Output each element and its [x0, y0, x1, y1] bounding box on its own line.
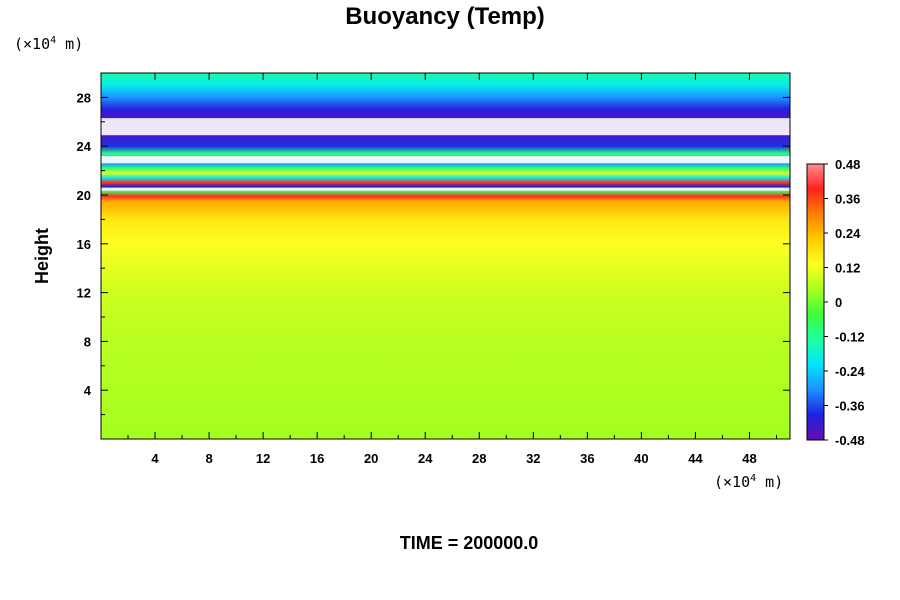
- x-tick-label: 16: [310, 451, 324, 466]
- colorbar: [806, 163, 825, 441]
- white-band-1: [101, 155, 790, 164]
- colorbar-tick-label: -0.24: [835, 364, 865, 379]
- y-tick-label: 24: [77, 139, 92, 154]
- white-band-0: [101, 118, 790, 136]
- white-band-2: [101, 187, 790, 191]
- colorbar-tick-label: 0.48: [835, 157, 860, 172]
- x-tick-label: 20: [364, 451, 378, 466]
- colorbar-tick-label: -0.48: [835, 433, 865, 448]
- x-tick-label: 32: [526, 451, 540, 466]
- colorbar-tick-label: -0.12: [835, 330, 865, 345]
- x-tick-label: 24: [418, 451, 433, 466]
- colorbar-tick-label: 0.12: [835, 261, 860, 276]
- x-tick-label: 48: [742, 451, 756, 466]
- x-tick-label: 44: [688, 451, 703, 466]
- y-tick-label: 8: [84, 334, 91, 349]
- colorbar-tick-label: -0.36: [835, 399, 865, 414]
- x-tick-label: 12: [256, 451, 270, 466]
- chart-title: Buoyancy (Temp): [345, 3, 545, 30]
- x-axis-unit: (×104 m): [714, 473, 783, 491]
- y-tick-label: 4: [84, 383, 92, 398]
- x-tick-label: 40: [634, 451, 648, 466]
- colorbar-tick-label: 0.36: [835, 192, 860, 207]
- colorbar-ticks: 0.48 0.36 0.24 0.12 0 -0.12 -0.24 -0.36 -0.48: [824, 157, 865, 448]
- x-tick-label: 36: [580, 451, 594, 466]
- x-axis-ticks: 4 8 12 16 20 24 28 32 36 40 44 48: [127, 73, 777, 466]
- time-label: TIME = 200000.0: [400, 533, 539, 553]
- x-tick-label: 4: [151, 451, 159, 466]
- y-tick-label: 16: [77, 237, 91, 252]
- x-tick-label: 8: [205, 451, 212, 466]
- y-tick-label: 20: [77, 188, 91, 203]
- y-tick-label: 12: [77, 286, 91, 301]
- plot-frame: [100, 72, 791, 440]
- y-axis-ticks: 4 8 12 16 20 24 28: [77, 90, 790, 416]
- y-axis-label: Height: [32, 228, 52, 284]
- colorbar-tick-label: 0.24: [835, 226, 861, 241]
- colorbar-tick-label: 0: [835, 295, 842, 310]
- plot-area: [101, 73, 790, 439]
- x-tick-label: 28: [472, 451, 486, 466]
- y-tick-label: 28: [77, 90, 91, 105]
- out-of-range-bands: [101, 118, 790, 191]
- y-axis-unit: (×104 m): [14, 35, 83, 53]
